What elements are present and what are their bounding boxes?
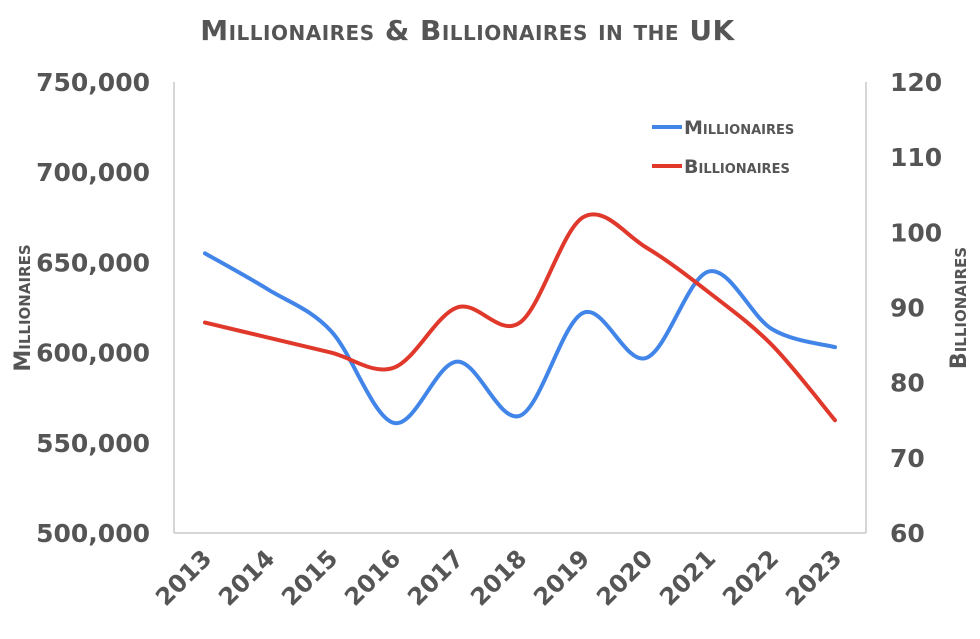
y-left-tick-label: 500,000 [36,519,150,548]
y-right-tick-label: 80 [890,369,925,398]
y-axis-left-ticks: 500,000 550,000 600,000 650,000 700,000 750,0… [36,68,150,548]
plot-frame [173,82,867,534]
x-axis-ticks: 2013201420152016201720182019202020212022… [150,544,847,611]
y-right-tick-label: 70 [890,444,925,473]
x-tick-label: 2020 [591,544,658,611]
y-left-tick-label: 750,000 [36,68,150,97]
x-tick-label: 2019 [528,544,595,611]
y-axis-left-title: Millionaires [11,244,36,371]
x-tick-label: 2018 [465,544,532,611]
y-right-tick-label: 110 [890,143,942,172]
x-tick-label: 2016 [339,544,406,611]
y-right-tick-label: 100 [890,218,942,247]
y-right-tick-label: 60 [890,519,925,548]
x-tick-label: 2015 [276,544,343,611]
y-right-tick-label: 120 [890,68,942,97]
x-tick-label: 2017 [402,544,469,611]
x-tick-label: 2013 [150,544,217,611]
y-axis-right-title: Billionaires [947,247,972,369]
chart-title: Millionaires & Billionaires in the UK [200,14,735,47]
series-lines [203,212,837,425]
x-tick-label: 2023 [780,544,847,611]
y-left-tick-label: 650,000 [36,248,150,277]
y-left-tick-label: 550,000 [36,429,150,458]
y-right-tick-label: 90 [890,294,925,323]
x-tick-label: 2021 [654,544,721,611]
legend: Millionaires Billionaires [652,117,794,178]
legend-label-millionaires: Millionaires [684,117,794,139]
y-left-tick-label: 700,000 [36,158,150,187]
series-line-billionaires [203,212,837,423]
x-tick-label: 2022 [717,544,784,611]
legend-label-billionaires: Billionaires [684,156,790,178]
y-left-tick-label: 600,000 [36,339,150,368]
y-axis-right-ticks: 60 70 80 90 100 110 120 [890,68,942,548]
series-line-millionaires [203,251,837,425]
x-tick-label: 2014 [213,544,280,611]
